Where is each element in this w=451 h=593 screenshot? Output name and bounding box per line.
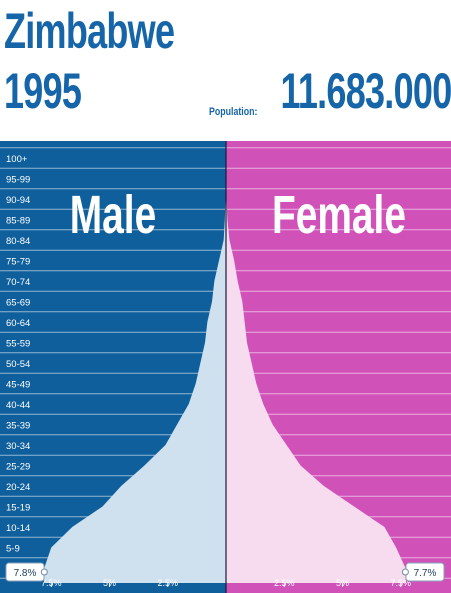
age-label: 95-99 <box>6 175 30 186</box>
axis-tick-label: 2.5% <box>157 578 178 588</box>
age-label: 25-29 <box>6 462 30 473</box>
age-label: 35-39 <box>6 421 30 432</box>
population-label: Population: <box>209 106 258 118</box>
max-badge-left-text: 7.8% <box>14 568 37 579</box>
age-label: 60-64 <box>6 318 30 329</box>
age-label: 40-44 <box>6 400 30 411</box>
age-label: 10-14 <box>6 523 30 534</box>
max-point-right <box>401 568 409 576</box>
age-label: 85-89 <box>6 216 30 227</box>
age-label: 50-54 <box>6 359 30 370</box>
axis-tick-label: 5% <box>336 578 349 588</box>
max-point-left <box>40 568 48 576</box>
age-label: 15-19 <box>6 503 30 514</box>
age-label: 5-9 <box>6 544 20 555</box>
axis-tick-label: 5% <box>103 578 116 588</box>
age-label: 75-79 <box>6 257 30 268</box>
axis-tick-label: 7.5% <box>390 578 411 588</box>
age-label: 55-59 <box>6 339 30 350</box>
population-pyramid-chart: 0-45-910-1415-1920-2425-2930-3435-3940-4… <box>0 141 451 593</box>
age-label: 80-84 <box>6 236 30 247</box>
axis-tick-label: 2.5% <box>274 578 295 588</box>
year-title: 1995 <box>4 63 82 119</box>
max-badge-right-text: 7.7% <box>414 568 437 579</box>
age-label: 100+ <box>6 154 28 165</box>
axis-tick-label: 7.5% <box>41 578 62 588</box>
country-title: Zimbabwe <box>4 3 175 59</box>
female-label: Female <box>272 184 406 245</box>
age-label: 65-69 <box>6 298 30 309</box>
population-value: 11.683.000 <box>280 63 451 119</box>
age-label: 30-34 <box>6 441 30 452</box>
age-label: 45-49 <box>6 380 30 391</box>
age-label: 70-74 <box>6 277 30 288</box>
age-label: 90-94 <box>6 195 30 206</box>
male-area-series <box>44 153 227 583</box>
male-label: Male <box>70 184 156 245</box>
female-area-series <box>226 153 406 583</box>
age-label: 20-24 <box>6 482 30 493</box>
